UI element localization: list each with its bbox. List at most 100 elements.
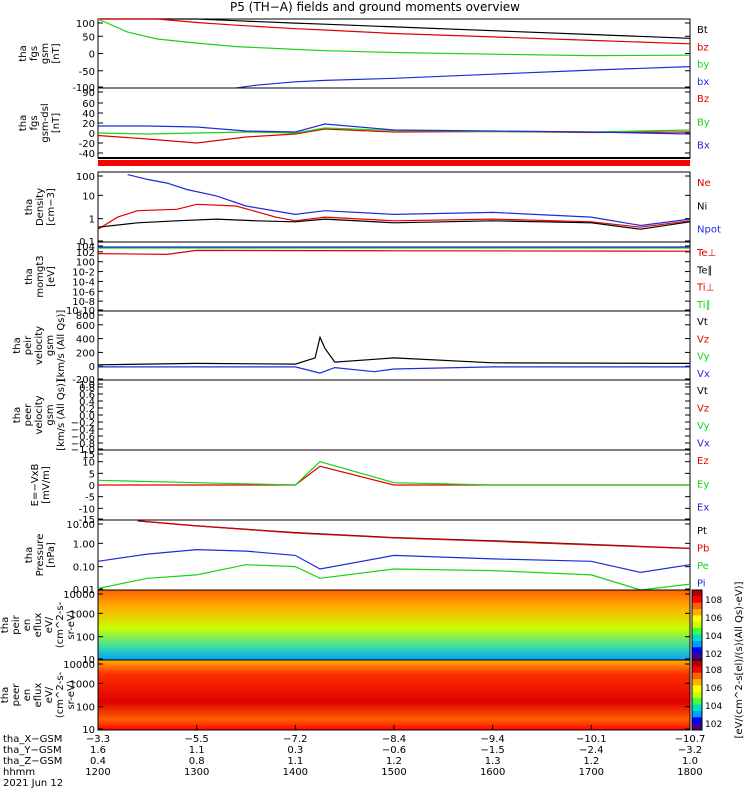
- y-tick-label: 50: [82, 32, 95, 43]
- y-axis-label: gsm: [45, 335, 56, 356]
- legend-Ti∥: Ti∥: [696, 300, 711, 311]
- series-by: [97, 18, 691, 57]
- colorbar-segment: [692, 590, 702, 597]
- series-Pt: [137, 520, 691, 549]
- y-axis-label: fgs: [29, 115, 40, 130]
- colorbar-segment: [692, 723, 702, 731]
- colorbar-segment: [692, 628, 702, 636]
- y-axis-label: eV/: [44, 616, 55, 633]
- y-tick-label: 0.2: [79, 404, 95, 415]
- y-tick-label: 10000: [63, 590, 95, 601]
- colorbar-segment: [692, 704, 702, 712]
- y-tick-label: 10: [82, 655, 95, 666]
- legend-Vz: Vz: [697, 334, 709, 345]
- spectrogram-peer_en_eflux: [98, 660, 690, 730]
- y-tick-label: 40: [82, 109, 95, 120]
- y-tick-label: -10: [79, 504, 95, 515]
- y-tick-label: −0.2: [71, 418, 95, 429]
- y-axis-label: eflux: [33, 683, 44, 708]
- legend-Bz: Bz: [697, 94, 709, 105]
- y-tick-label: 0.8: [79, 383, 95, 394]
- x-tick-label: −9.4: [481, 734, 505, 745]
- series-Bx: [98, 123, 691, 135]
- y-tick-label: −0.4: [71, 425, 95, 436]
- y-axis-label: tha: [24, 199, 35, 215]
- x-tick-label: 1500: [381, 767, 406, 778]
- colorbar-segment: [692, 672, 702, 680]
- y-tick-label: 1000: [70, 679, 95, 690]
- y-tick-label: 100: [76, 633, 95, 644]
- y-axis-label: en: [22, 689, 33, 702]
- status-bar-red: [98, 160, 690, 166]
- series-Vx: [98, 366, 690, 374]
- x-tick-label: 1300: [184, 767, 209, 778]
- y-tick-label: 400: [76, 335, 95, 346]
- y-tick-label: 15: [82, 450, 95, 461]
- y-axis-label: velocity: [34, 395, 45, 434]
- x-tick-label: 1.2: [583, 756, 599, 767]
- legend-Ez: Ez: [697, 456, 709, 467]
- series-Vt: [97, 335, 691, 366]
- y-tick-label: 10-8: [72, 297, 95, 308]
- legend-Ex: Ex: [697, 503, 709, 514]
- y-tick-label: −0.8: [71, 439, 95, 450]
- series-By: [97, 127, 691, 135]
- y-axis-label: tha: [0, 687, 11, 703]
- legend-Te∥: Te∥: [696, 265, 713, 276]
- colorbar-segment: [692, 596, 702, 604]
- y-tick-label: 800: [76, 311, 95, 322]
- x-row-label: hhmm: [3, 767, 35, 778]
- y-tick-label: 100: [76, 172, 95, 183]
- x-tick-label: −8.4: [382, 734, 406, 745]
- x-tick-label: 1600: [480, 767, 505, 778]
- x-tick-label: −10.1: [576, 734, 607, 745]
- y-axis-label: sr-eV): [66, 680, 77, 709]
- legend-Ey: Ey: [697, 479, 709, 490]
- x-tick-label: 1.6: [90, 745, 106, 756]
- legend-Pi: Pi: [697, 579, 706, 590]
- y-tick-label: 600: [76, 321, 95, 332]
- colorbar-segment: [692, 666, 702, 674]
- legend-Pe: Pe: [697, 561, 709, 572]
- colorbar-tick-label: 108: [705, 666, 722, 676]
- y-tick-label: 102: [76, 248, 95, 259]
- y-tick-label: 200: [76, 348, 95, 359]
- y-axis-label: (cm^2-s-: [55, 671, 66, 718]
- x-tick-label: −1.5: [481, 745, 505, 756]
- y-tick-label: 0.10: [73, 563, 95, 574]
- y-tick-label: 10: [82, 725, 95, 736]
- x-tick-label: 1.3: [485, 756, 501, 767]
- y-axis-label: peer: [11, 683, 22, 707]
- legend-Vx: Vx: [697, 439, 710, 450]
- y-tick-label: 10-10: [66, 306, 95, 317]
- x-tick-label: 1700: [579, 767, 604, 778]
- y-axis-label: [nT]: [51, 43, 62, 63]
- y-axis-label: tha: [24, 547, 35, 563]
- series-Pi: [97, 548, 691, 574]
- y-tick-label: 1.0: [79, 380, 95, 391]
- x-row-label: tha_X−GSM: [3, 734, 62, 745]
- y-tick-label: 90: [82, 88, 95, 99]
- colorbar-segment: [692, 634, 702, 642]
- x-tick-label: 1.1: [189, 745, 205, 756]
- y-tick-label: 60: [82, 99, 95, 110]
- y-axis-label: [km/s (All Qs)]: [56, 310, 67, 382]
- panel-fgs_gsm_dsl-frame: [97, 87, 691, 159]
- colorbar-segment: [692, 679, 702, 686]
- y-tick-label: 20: [82, 119, 95, 130]
- y-tick-label: 10-2: [72, 268, 95, 279]
- series-Te⊥: [97, 249, 691, 256]
- y-axis-label: eV/: [44, 686, 55, 703]
- y-axis-label: velocity: [34, 326, 45, 365]
- y-axis-label: tha: [12, 337, 23, 353]
- colorbar-segment: [692, 609, 702, 616]
- y-tick-label: 0.01: [73, 585, 95, 596]
- legend-Pb: Pb: [697, 544, 709, 555]
- legend-Npot: Npot: [697, 225, 721, 236]
- legend-Vt: Vt: [697, 317, 708, 328]
- legend-Vy: Vy: [697, 421, 710, 432]
- colorbar-tick-label: 106: [705, 614, 722, 624]
- panel-peir_velocity-frame: [97, 310, 691, 381]
- legend-Ti⊥: Ti⊥: [696, 283, 714, 294]
